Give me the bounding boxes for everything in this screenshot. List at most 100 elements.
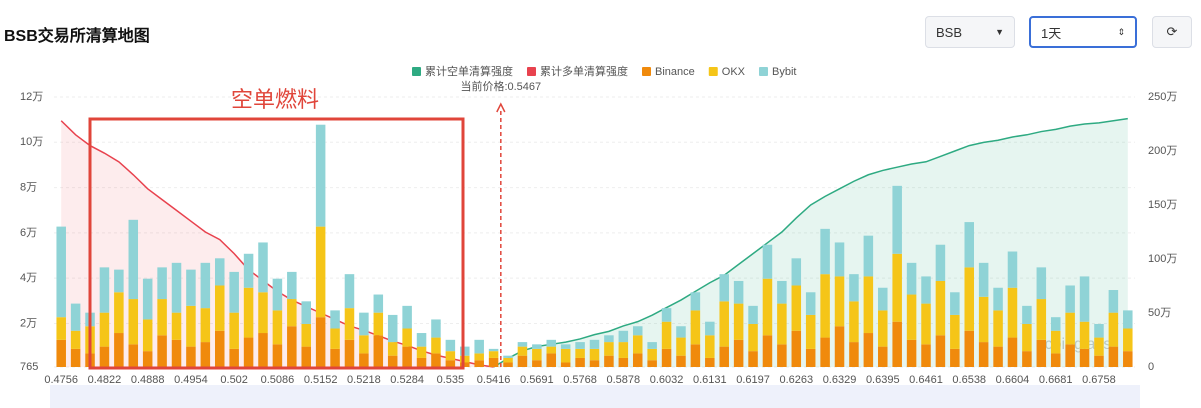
- bar-segment: [503, 357, 513, 363]
- bar-segment: [488, 351, 499, 358]
- bar-segment: [243, 253, 254, 288]
- x-tick-label: 0.6197: [736, 374, 770, 386]
- bar-segment: [70, 330, 81, 349]
- bar-segment: [359, 312, 369, 336]
- bar-segment: [1007, 337, 1018, 367]
- bar-segment: [460, 362, 470, 367]
- legend-label[interactable]: Bybit: [772, 66, 796, 78]
- caret: ⇕: [1117, 26, 1125, 37]
- bar-segment: [863, 235, 874, 277]
- bar-segment: [632, 326, 643, 336]
- bar-segment: [214, 330, 225, 367]
- bar-segment: [1007, 251, 1018, 288]
- bar-segment: [373, 335, 384, 367]
- x-tick-label: 0.4822: [88, 374, 122, 386]
- bar-segment: [777, 303, 787, 345]
- bar-segment: [604, 342, 614, 356]
- bar-segment: [128, 219, 139, 300]
- legend-label[interactable]: Binance: [655, 66, 695, 78]
- bar-segment: [229, 271, 239, 313]
- legend-label[interactable]: OKX: [722, 66, 746, 78]
- bar-segment: [387, 342, 398, 356]
- bar-segment: [906, 294, 917, 340]
- bar-segment: [272, 344, 283, 367]
- bar-segment: [950, 292, 960, 315]
- bar-segment: [589, 339, 600, 349]
- bar-segment: [359, 335, 369, 354]
- bar-segment: [978, 262, 989, 297]
- page-title: BSB交易所清算地图: [4, 28, 150, 45]
- line-area: [61, 120, 494, 367]
- bar-segment: [243, 287, 254, 338]
- bar-segment: [647, 348, 657, 361]
- x-tick-label: 0.4954: [174, 374, 208, 386]
- y-tick-label: 12万: [20, 91, 43, 103]
- bar-segment: [618, 357, 629, 367]
- bar-segment: [1036, 339, 1047, 367]
- bar-segment: [315, 317, 326, 367]
- bar-segment: [517, 355, 528, 367]
- bar-segment: [114, 269, 124, 293]
- bar-segment: [560, 362, 571, 367]
- x-tick-label: 0.5768: [563, 374, 597, 386]
- bar-segment: [402, 346, 412, 367]
- bar-segment: [878, 287, 888, 311]
- legend-swatch: [412, 67, 421, 76]
- bar-segment: [229, 312, 239, 349]
- bar-segment: [676, 355, 686, 367]
- symbol-select[interactable]: BSB ▼: [925, 16, 1015, 48]
- bar-segment: [186, 346, 196, 367]
- bar-segment: [733, 280, 744, 304]
- bar-segment: [690, 344, 701, 367]
- bar-segment: [214, 258, 225, 286]
- x-tick-label: 0.4756: [44, 374, 78, 386]
- bar-segment: [906, 339, 917, 367]
- x-tick-label: 0.5086: [261, 374, 295, 386]
- bar-segment: [287, 326, 297, 367]
- bar-segment: [1050, 330, 1061, 354]
- bar-segment: [719, 346, 729, 367]
- refresh-button[interactable]: ⟳: [1152, 16, 1192, 48]
- x-tick-label: 0.6329: [823, 374, 857, 386]
- bar-segment: [820, 274, 830, 338]
- bar-segment: [676, 326, 686, 338]
- bar-segment: [950, 348, 960, 367]
- bar-segment: [777, 344, 787, 367]
- bar-segment: [1022, 305, 1032, 324]
- bar-segment: [1094, 337, 1104, 356]
- bar-segment: [935, 244, 946, 281]
- y2-tick-label: 200万: [1148, 145, 1177, 157]
- y2-tick-label: 250万: [1148, 91, 1177, 103]
- bar-segment: [157, 299, 167, 336]
- bar-segment: [56, 339, 66, 367]
- legend-label[interactable]: 累计空单清算强度: [425, 64, 513, 78]
- bar-segment: [805, 292, 816, 315]
- bar-segment: [575, 342, 585, 349]
- period-select[interactable]: 1天 ⇕: [1029, 16, 1137, 48]
- bar-segment: [517, 346, 528, 356]
- current-price-label: 当前价格:0.5467: [460, 79, 541, 93]
- bar-segment: [431, 337, 441, 354]
- legend-swatch: [759, 67, 768, 76]
- bar-segment: [921, 303, 931, 345]
- bar-segment: [705, 357, 715, 367]
- bar-segment: [272, 278, 283, 311]
- legend-label[interactable]: 累计多单清算强度: [540, 64, 628, 78]
- scrollbar[interactable]: [50, 385, 1140, 408]
- x-tick-label: 0.6032: [650, 374, 684, 386]
- bar-segment: [935, 280, 946, 336]
- x-tick-label: 0.5152: [304, 374, 338, 386]
- y-tick-label: 4万: [20, 272, 37, 284]
- bar-segment: [964, 267, 975, 331]
- bar-segment: [460, 355, 470, 363]
- bar-segment: [993, 346, 1003, 367]
- bar-segment: [503, 362, 513, 367]
- bar-segment: [330, 328, 340, 349]
- bar-segment: [863, 276, 874, 334]
- line: [493, 117, 1128, 368]
- bar-segment: [791, 258, 802, 286]
- bar-segment: [878, 346, 888, 367]
- bar-segment: [733, 303, 744, 340]
- bar-segment: [978, 296, 989, 343]
